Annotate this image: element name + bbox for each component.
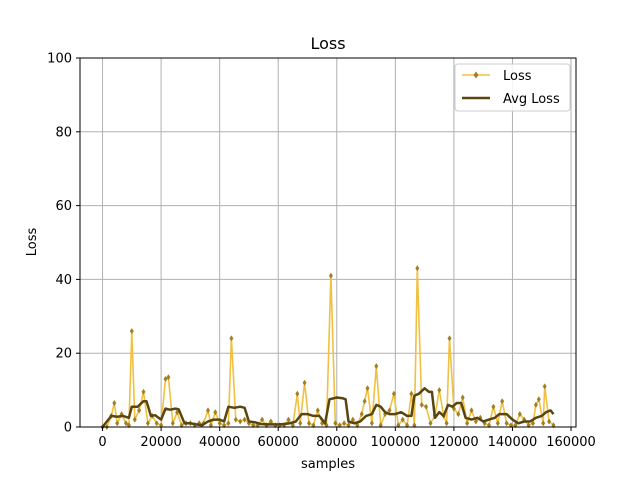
loss-data-point: [166, 374, 171, 381]
loss-data-point: [141, 388, 146, 395]
loss-data-point: [112, 400, 117, 406]
loss-data-point: [365, 385, 370, 392]
loss-data-point: [333, 420, 338, 427]
loss-data-point: [307, 420, 311, 427]
loss-data-point: [342, 420, 347, 427]
x-tick-label: 20000: [140, 435, 181, 450]
x-tick-label: 100000: [371, 435, 421, 450]
loss-data-point: [268, 418, 273, 425]
loss-data-point: [163, 376, 168, 382]
loss-data-point: [409, 390, 414, 397]
loss-data-point: [213, 409, 218, 416]
loss-data-point: [465, 420, 470, 427]
loss-data-point: [542, 383, 547, 390]
loss-data-point: [226, 420, 231, 427]
loss-data-point: [500, 398, 505, 405]
loss-data-point: [473, 418, 478, 425]
loss-data-point: [415, 265, 420, 272]
loss-data-point: [391, 390, 396, 397]
y-tick-label: 60: [55, 199, 72, 214]
loss-data-point: [302, 379, 307, 386]
avg-loss-series-line: [101, 387, 555, 428]
loss-data-point: [233, 416, 238, 423]
loss-data-point: [387, 407, 392, 414]
chart-title: Loss: [310, 34, 345, 53]
loss-data-point: [437, 387, 442, 394]
loss-data-point: [328, 272, 333, 279]
loss-data-point: [460, 394, 465, 401]
x-tick-label: 120000: [429, 435, 479, 450]
legend: Loss Avg Loss: [454, 63, 571, 112]
loss-data-point: [531, 420, 535, 427]
x-tick-label: 60000: [258, 435, 299, 450]
loss-data-point: [115, 420, 120, 427]
loss-data-point: [362, 398, 367, 405]
loss-data-point: [315, 407, 320, 414]
y-tick-label: 20: [55, 347, 72, 362]
legend-loss-label: Loss: [503, 69, 532, 84]
loss-data-point: [132, 416, 137, 423]
loss-data-point: [504, 420, 509, 427]
loss-data-point: [428, 420, 433, 427]
y-tick-label: 40: [55, 273, 72, 288]
y-tick-label: 0: [64, 421, 72, 436]
loss-data-point: [170, 420, 175, 427]
loss-data-point: [238, 418, 243, 425]
loss-data-point: [129, 328, 134, 335]
loss-data-point: [419, 401, 424, 408]
x-tick-label: 80000: [316, 435, 357, 450]
loss-data-point: [286, 416, 291, 423]
loss-data-point: [469, 407, 474, 414]
loss-data-point: [298, 420, 303, 427]
x-tick-label: 40000: [199, 435, 240, 450]
series-layer: [100, 265, 556, 430]
loss-data-point: [447, 335, 452, 342]
loss-data-point: [400, 416, 405, 423]
loss-data-point: [206, 407, 210, 414]
loss-data-point: [517, 411, 522, 418]
loss-data-point: [295, 390, 300, 397]
y-tick-label: 100: [47, 52, 72, 67]
loss-data-point: [242, 416, 247, 423]
loss-data-point: [495, 420, 500, 427]
loss-data-point: [444, 420, 449, 427]
loss-data-point: [424, 403, 429, 410]
x-axis-label: samples: [301, 457, 355, 472]
legend-avg-loss-label: Avg Loss: [503, 92, 560, 107]
x-tick-label: 160000: [546, 435, 596, 450]
axis-ticks: 0 20000 40000 60000 80000 100000 120000 140000 1…: [47, 52, 596, 451]
loss-data-point: [217, 420, 222, 427]
loss-data-point: [456, 411, 461, 418]
legend-loss-marker: [473, 71, 479, 79]
loss-data-point: [124, 420, 128, 427]
loss-data-point: [359, 411, 364, 418]
loss-data-point: [145, 420, 150, 427]
loss-data-point: [229, 335, 234, 342]
x-tick-label: 0: [98, 435, 106, 450]
plot-frame: [79, 57, 577, 428]
loss-data-point: [350, 416, 355, 423]
loss-data-point: [374, 363, 379, 370]
y-axis-label: Loss: [25, 228, 40, 257]
loss-data-point: [536, 396, 541, 403]
loss-data-point: [260, 416, 265, 423]
loss-data-point: [533, 401, 538, 408]
x-tick-label: 140000: [488, 435, 538, 450]
loss-data-point: [154, 420, 159, 427]
y-tick-label: 80: [55, 125, 72, 140]
loss-data-point: [547, 418, 552, 425]
loss-data-point: [491, 403, 496, 410]
loss-data-point: [369, 420, 374, 427]
loss-data-point: [137, 407, 142, 414]
loss-data-point: [541, 420, 546, 427]
